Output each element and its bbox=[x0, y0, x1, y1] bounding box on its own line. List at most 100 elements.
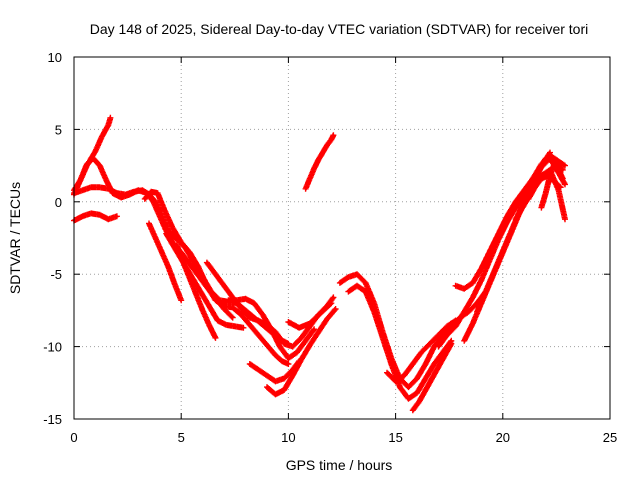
data-point bbox=[364, 281, 367, 285]
data-point bbox=[432, 362, 436, 366]
series-track-16 bbox=[345, 282, 455, 402]
data-point bbox=[312, 328, 316, 331]
data-point bbox=[195, 293, 198, 296]
data-point bbox=[471, 322, 474, 325]
data-point bbox=[85, 162, 89, 166]
data-point bbox=[199, 290, 202, 293]
series-track-12 bbox=[264, 306, 339, 398]
data-point bbox=[557, 189, 560, 192]
series-track-25 bbox=[538, 161, 566, 211]
data-point bbox=[540, 206, 543, 209]
data-point bbox=[372, 301, 376, 305]
data-point bbox=[149, 190, 153, 193]
data-point bbox=[407, 397, 410, 400]
data-point bbox=[372, 310, 376, 314]
data-point bbox=[497, 232, 500, 235]
data-point bbox=[287, 362, 290, 366]
data-point bbox=[115, 191, 119, 195]
data-point bbox=[156, 191, 159, 195]
data-point bbox=[252, 301, 256, 305]
data-point bbox=[188, 251, 191, 254]
data-point bbox=[81, 189, 84, 192]
data-point bbox=[325, 144, 329, 147]
x-tick-label: 25 bbox=[603, 430, 617, 445]
data-point bbox=[231, 316, 234, 319]
data-point bbox=[261, 313, 264, 316]
data-point bbox=[265, 343, 269, 347]
y-tick-label: -5 bbox=[50, 267, 62, 282]
data-point bbox=[437, 333, 440, 337]
data-point bbox=[98, 186, 101, 189]
data-point bbox=[79, 178, 82, 182]
data-point bbox=[445, 333, 449, 337]
data-point bbox=[175, 244, 179, 247]
data-point bbox=[561, 177, 565, 180]
data-point bbox=[81, 215, 84, 218]
data-point bbox=[274, 354, 277, 357]
data-point bbox=[317, 330, 320, 334]
data-point bbox=[308, 177, 312, 180]
data-point bbox=[160, 215, 164, 218]
data-point bbox=[188, 277, 191, 280]
series-track-6 bbox=[146, 220, 185, 304]
data-point bbox=[402, 374, 406, 377]
data-point bbox=[424, 362, 427, 366]
axes: 0 5 10 15 20 25 -15 -10 -5 0 5 10 bbox=[43, 50, 617, 445]
data-point bbox=[415, 377, 419, 380]
series-track-8 bbox=[173, 242, 219, 341]
data-point bbox=[214, 273, 217, 276]
y-tick-label: -15 bbox=[43, 412, 62, 427]
data-point bbox=[430, 377, 434, 380]
data-point bbox=[505, 215, 509, 218]
data-point bbox=[523, 203, 526, 206]
data-point bbox=[304, 339, 307, 343]
x-axis-title: GPS time / hours bbox=[286, 457, 393, 473]
data-point bbox=[463, 339, 466, 343]
data-point bbox=[235, 299, 239, 302]
data-point bbox=[222, 284, 226, 287]
data-point bbox=[385, 371, 389, 374]
data-point bbox=[257, 333, 260, 337]
data-point bbox=[347, 290, 350, 293]
data-point bbox=[420, 351, 423, 354]
data-point bbox=[197, 265, 200, 269]
data-point bbox=[332, 296, 335, 299]
data-point bbox=[437, 345, 440, 348]
data-point bbox=[548, 174, 552, 177]
data-point bbox=[132, 190, 136, 193]
data-point bbox=[411, 362, 414, 366]
data-point bbox=[248, 316, 252, 319]
data-point bbox=[282, 377, 286, 380]
data-point bbox=[437, 365, 440, 369]
data-point bbox=[334, 307, 337, 311]
chart-title: Day 148 of 2025, Sidereal Day-to-day VTE… bbox=[90, 21, 589, 37]
data-point bbox=[325, 317, 329, 321]
data-point bbox=[98, 164, 101, 167]
data-point bbox=[231, 306, 234, 309]
data-point bbox=[141, 189, 144, 192]
data-point bbox=[523, 189, 526, 192]
data-point bbox=[167, 265, 170, 269]
data-point bbox=[257, 319, 260, 322]
data-point bbox=[274, 393, 277, 396]
data-point bbox=[432, 345, 436, 348]
data-point bbox=[475, 301, 479, 305]
data-point bbox=[291, 345, 294, 348]
series-track-10 bbox=[225, 295, 318, 362]
data-point bbox=[535, 171, 539, 175]
data-point bbox=[347, 275, 350, 279]
y-tick-label: 0 bbox=[55, 195, 62, 210]
data-point bbox=[364, 290, 367, 293]
data-point bbox=[332, 133, 335, 137]
data-point bbox=[205, 284, 209, 287]
data-point bbox=[544, 157, 547, 160]
data-point bbox=[454, 325, 457, 328]
data-point bbox=[330, 138, 333, 141]
data-point bbox=[92, 157, 95, 160]
data-series bbox=[71, 114, 568, 414]
data-point bbox=[248, 362, 252, 366]
data-point bbox=[225, 323, 228, 327]
x-tick-label: 20 bbox=[496, 430, 510, 445]
data-point bbox=[297, 326, 301, 329]
data-point bbox=[265, 385, 269, 389]
